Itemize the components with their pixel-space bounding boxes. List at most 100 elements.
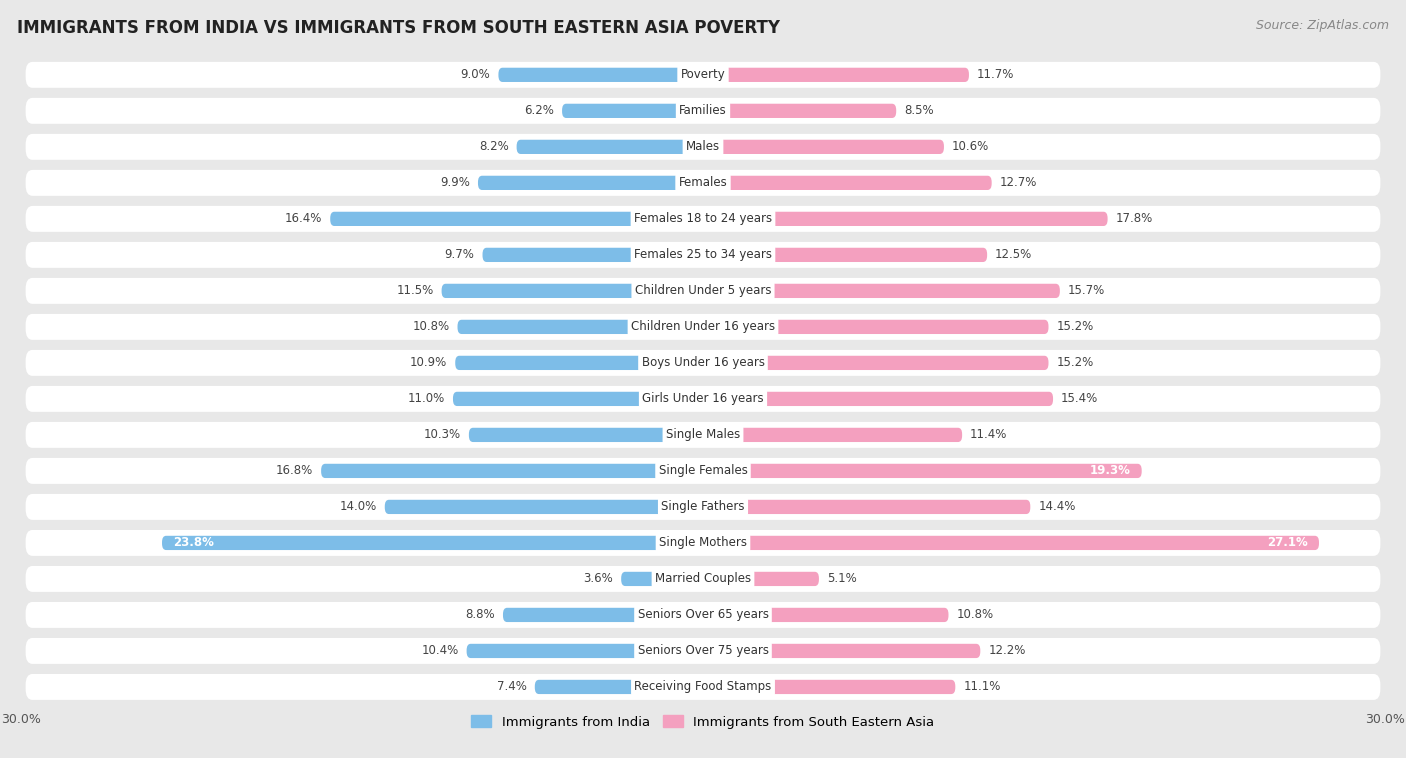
Text: 12.5%: 12.5%	[995, 249, 1032, 262]
FancyBboxPatch shape	[703, 320, 1049, 334]
FancyBboxPatch shape	[25, 602, 1381, 628]
FancyBboxPatch shape	[703, 211, 1108, 226]
Text: 8.2%: 8.2%	[479, 140, 509, 153]
FancyBboxPatch shape	[534, 680, 703, 694]
Text: 19.3%: 19.3%	[1090, 465, 1130, 478]
FancyBboxPatch shape	[25, 134, 1381, 160]
Text: 10.8%: 10.8%	[412, 321, 450, 334]
FancyBboxPatch shape	[703, 464, 1142, 478]
FancyBboxPatch shape	[25, 674, 1381, 700]
FancyBboxPatch shape	[453, 392, 703, 406]
FancyBboxPatch shape	[25, 458, 1381, 484]
Text: 10.8%: 10.8%	[956, 609, 994, 622]
FancyBboxPatch shape	[562, 104, 703, 118]
Text: 8.5%: 8.5%	[904, 105, 934, 117]
Text: Seniors Over 75 years: Seniors Over 75 years	[637, 644, 769, 657]
FancyBboxPatch shape	[25, 62, 1381, 88]
FancyBboxPatch shape	[25, 494, 1381, 520]
Text: 11.5%: 11.5%	[396, 284, 433, 297]
FancyBboxPatch shape	[478, 176, 703, 190]
Text: 15.7%: 15.7%	[1067, 284, 1105, 297]
FancyBboxPatch shape	[457, 320, 703, 334]
Text: 7.4%: 7.4%	[496, 681, 527, 694]
Text: Males: Males	[686, 140, 720, 153]
Text: 10.9%: 10.9%	[411, 356, 447, 369]
Text: 10.3%: 10.3%	[423, 428, 461, 441]
Text: Receiving Food Stamps: Receiving Food Stamps	[634, 681, 772, 694]
FancyBboxPatch shape	[703, 248, 987, 262]
FancyBboxPatch shape	[25, 242, 1381, 268]
Text: 16.4%: 16.4%	[285, 212, 322, 225]
FancyBboxPatch shape	[621, 572, 703, 586]
FancyBboxPatch shape	[456, 356, 703, 370]
FancyBboxPatch shape	[25, 566, 1381, 592]
Text: 9.9%: 9.9%	[440, 177, 470, 190]
Text: 15.2%: 15.2%	[1056, 321, 1094, 334]
FancyBboxPatch shape	[516, 139, 703, 154]
Text: IMMIGRANTS FROM INDIA VS IMMIGRANTS FROM SOUTH EASTERN ASIA POVERTY: IMMIGRANTS FROM INDIA VS IMMIGRANTS FROM…	[17, 19, 780, 37]
Text: Girls Under 16 years: Girls Under 16 years	[643, 393, 763, 406]
FancyBboxPatch shape	[25, 530, 1381, 556]
Text: Single Fathers: Single Fathers	[661, 500, 745, 513]
FancyBboxPatch shape	[25, 314, 1381, 340]
Text: Children Under 5 years: Children Under 5 years	[634, 284, 772, 297]
Text: 17.8%: 17.8%	[1115, 212, 1153, 225]
Text: Married Couples: Married Couples	[655, 572, 751, 585]
Text: Females: Females	[679, 177, 727, 190]
Text: 12.2%: 12.2%	[988, 644, 1025, 657]
FancyBboxPatch shape	[703, 572, 818, 586]
Text: 11.7%: 11.7%	[977, 68, 1014, 81]
Legend: Immigrants from India, Immigrants from South Eastern Asia: Immigrants from India, Immigrants from S…	[467, 710, 939, 734]
Text: 15.2%: 15.2%	[1056, 356, 1094, 369]
Text: Boys Under 16 years: Boys Under 16 years	[641, 356, 765, 369]
Text: 11.1%: 11.1%	[963, 681, 1001, 694]
FancyBboxPatch shape	[162, 536, 703, 550]
Text: Families: Families	[679, 105, 727, 117]
Text: 15.4%: 15.4%	[1062, 393, 1098, 406]
FancyBboxPatch shape	[25, 386, 1381, 412]
FancyBboxPatch shape	[25, 98, 1381, 124]
FancyBboxPatch shape	[330, 211, 703, 226]
FancyBboxPatch shape	[703, 536, 1319, 550]
FancyBboxPatch shape	[25, 422, 1381, 448]
FancyBboxPatch shape	[499, 67, 703, 82]
Text: Single Mothers: Single Mothers	[659, 537, 747, 550]
Text: 16.8%: 16.8%	[276, 465, 314, 478]
FancyBboxPatch shape	[503, 608, 703, 622]
Text: 27.1%: 27.1%	[1267, 537, 1308, 550]
Text: 8.8%: 8.8%	[465, 609, 495, 622]
Text: Children Under 16 years: Children Under 16 years	[631, 321, 775, 334]
Text: 14.4%: 14.4%	[1038, 500, 1076, 513]
FancyBboxPatch shape	[25, 206, 1381, 232]
FancyBboxPatch shape	[703, 500, 1031, 514]
Text: Single Males: Single Males	[666, 428, 740, 441]
FancyBboxPatch shape	[441, 283, 703, 298]
Text: Females 25 to 34 years: Females 25 to 34 years	[634, 249, 772, 262]
FancyBboxPatch shape	[703, 680, 955, 694]
FancyBboxPatch shape	[25, 350, 1381, 376]
Text: Females 18 to 24 years: Females 18 to 24 years	[634, 212, 772, 225]
FancyBboxPatch shape	[703, 139, 943, 154]
FancyBboxPatch shape	[703, 428, 962, 442]
Text: 12.7%: 12.7%	[1000, 177, 1038, 190]
Text: 11.0%: 11.0%	[408, 393, 446, 406]
Text: Source: ZipAtlas.com: Source: ZipAtlas.com	[1256, 19, 1389, 32]
FancyBboxPatch shape	[467, 644, 703, 658]
FancyBboxPatch shape	[703, 356, 1049, 370]
FancyBboxPatch shape	[321, 464, 703, 478]
Text: 10.6%: 10.6%	[952, 140, 990, 153]
FancyBboxPatch shape	[385, 500, 703, 514]
FancyBboxPatch shape	[703, 608, 949, 622]
FancyBboxPatch shape	[468, 428, 703, 442]
Text: 6.2%: 6.2%	[524, 105, 554, 117]
Text: Poverty: Poverty	[681, 68, 725, 81]
Text: Seniors Over 65 years: Seniors Over 65 years	[637, 609, 769, 622]
FancyBboxPatch shape	[703, 392, 1053, 406]
FancyBboxPatch shape	[25, 638, 1381, 664]
Text: Single Females: Single Females	[658, 465, 748, 478]
Text: 3.6%: 3.6%	[583, 572, 613, 585]
FancyBboxPatch shape	[703, 67, 969, 82]
FancyBboxPatch shape	[703, 283, 1060, 298]
Text: 14.0%: 14.0%	[340, 500, 377, 513]
FancyBboxPatch shape	[25, 278, 1381, 304]
